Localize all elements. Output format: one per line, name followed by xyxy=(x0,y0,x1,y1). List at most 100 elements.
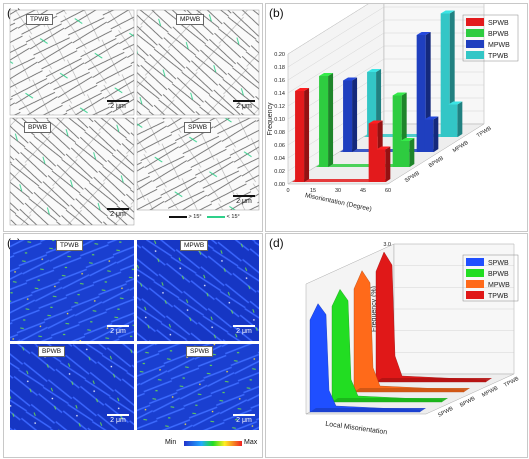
panel-c: (c) xyxy=(3,233,263,458)
bar-SPWB xyxy=(368,123,378,182)
colorbar-min: Min xyxy=(165,439,177,446)
y-gridline xyxy=(287,4,369,55)
bar-side-SPWB xyxy=(385,146,391,182)
bar-side-TPWB xyxy=(457,101,463,137)
y-tick-label: 0.12 xyxy=(274,104,285,110)
map-c-bl-label: BPWB xyxy=(38,346,66,357)
bar-side-SPWB xyxy=(304,88,310,182)
legend-label-SPWB: SPWB xyxy=(488,20,509,27)
panel-a-maps xyxy=(9,9,260,226)
map-c-bl-scale: 2 μm xyxy=(107,414,129,424)
y-gridline xyxy=(287,32,385,94)
map-a-tl-label: TPWB xyxy=(26,14,53,25)
map-a-bl-scale: 2 μm xyxy=(107,208,129,218)
bar-side-TPWB xyxy=(376,69,382,137)
boundary-legend: > 15° < 15° xyxy=(169,214,240,220)
y-tick-label: 0.08 xyxy=(274,130,285,136)
legend-label-TPWB: TPWB xyxy=(488,53,509,60)
x-tick-label: 15 xyxy=(310,188,316,194)
legend-swatch-MPWB xyxy=(466,280,484,288)
map-a-tr-label: MPWB xyxy=(176,14,205,25)
bar-BPWB xyxy=(319,76,329,167)
legend-label-BPWB: BPWB xyxy=(488,31,509,38)
map-c-tr-label: MPWB xyxy=(180,240,209,251)
y-tick-label: 0.10 xyxy=(274,117,285,123)
series-baseline-SPWB xyxy=(292,179,390,182)
bar-MPWB xyxy=(343,80,353,152)
map-c-br-label: SPWB xyxy=(186,346,214,357)
legend-swatch-BPWB xyxy=(466,29,484,37)
curve-base-BPWB xyxy=(332,398,448,402)
y-tick-label: 0.00 xyxy=(274,182,285,188)
bar-top-TPWB xyxy=(367,69,382,72)
x-tick-label: 45 xyxy=(360,188,366,194)
y-axis-label: Frequency xyxy=(267,102,274,136)
bar-top-BPWB xyxy=(319,73,334,76)
bar-top-SPWB xyxy=(368,120,383,124)
curve-base-TPWB xyxy=(376,378,492,382)
x-tick-label: 60 xyxy=(385,188,391,194)
map-a-br-scale: 2 μm xyxy=(233,195,255,205)
bar-top-MPWB xyxy=(343,77,358,81)
legend-box xyxy=(462,14,519,62)
legend-label-BPWB: BPWB xyxy=(488,271,509,278)
bar-top-BPWB xyxy=(400,138,415,141)
panel-b: (b) 0.00 0.02 0.04 0.06 0.08 0.10 0.12 0.14 0.16… xyxy=(265,3,528,232)
high-angle-swatch xyxy=(169,215,187,218)
curve-base-MPWB xyxy=(354,388,470,392)
bar-TPWB xyxy=(367,72,377,137)
map-c-tl-scale: 2 μm xyxy=(107,325,129,335)
y-gridline xyxy=(287,6,385,68)
legend-label-TPWB: TPWB xyxy=(488,293,509,300)
bar-top-TPWB xyxy=(440,10,455,14)
bar-top-SPWB xyxy=(376,146,391,150)
bar-BPWB xyxy=(400,141,410,167)
panel-a: (a) TPWB MPWB BPWB SPWB 2 μm 2 μm 2 μm 2… xyxy=(3,3,263,232)
y-tick-label: 0.02 xyxy=(274,169,285,175)
x-axis-label: Misorientation (Degree) xyxy=(304,192,372,213)
legend-label-SPWB: SPWB xyxy=(488,260,509,267)
chart-b: 0.00 0.02 0.04 0.06 0.08 0.10 0.12 0.14 0.16 0.18… xyxy=(267,4,519,213)
y-tick-label: 0.18 xyxy=(274,65,285,71)
bar-TPWB xyxy=(440,13,450,137)
bar-TPWB xyxy=(448,104,458,137)
y-axis-label: Frequency (%) xyxy=(371,286,378,332)
bar-top-SPWB xyxy=(295,88,310,91)
low-angle-swatch xyxy=(207,215,226,218)
bar-top-BPWB xyxy=(392,92,407,96)
y-tick-label: 0.16 xyxy=(274,78,285,84)
legend-swatch-TPWB xyxy=(466,291,484,299)
y-tick-label: 0.20 xyxy=(274,52,285,58)
y-tick-label: 3.0 xyxy=(383,242,391,248)
legend-swatch-SPWB xyxy=(466,18,484,26)
colorbar-max: Max xyxy=(244,439,258,446)
legend-swatch-BPWB xyxy=(466,269,484,277)
legend-label-MPWB: MPWB xyxy=(488,42,510,49)
bar-SPWB xyxy=(295,91,305,182)
curve-base-SPWB xyxy=(310,408,426,412)
bar-top-TPWB xyxy=(448,101,463,105)
x-axis-label: Local Misorientation xyxy=(325,421,388,437)
map-c-tr-scale: 2 μm xyxy=(233,325,255,335)
bar-MPWB xyxy=(424,119,434,152)
bar-side-BPWB xyxy=(328,73,334,167)
map-a-tr-scale: 2 μm xyxy=(233,100,255,110)
bar-BPWB xyxy=(392,95,402,167)
y-tick-label: 0.06 xyxy=(274,143,285,149)
map-c-br-scale: 2 μm xyxy=(233,414,255,424)
legend-swatch-MPWB xyxy=(466,40,484,48)
map-a-tl-scale: 2 μm xyxy=(107,100,129,110)
bar-SPWB xyxy=(376,149,386,182)
y-tick-label: 0.14 xyxy=(274,91,285,97)
bar-MPWB xyxy=(416,35,426,152)
map-a-br-label: SPWB xyxy=(184,122,212,133)
panel-c-maps xyxy=(10,240,259,446)
legend-swatch-TPWB xyxy=(466,51,484,59)
y-gridline xyxy=(287,19,385,81)
x-tick-label: 0 xyxy=(286,188,289,194)
y-tick-label: 0.04 xyxy=(274,156,285,162)
legend-box xyxy=(462,254,519,302)
bar-side-MPWB xyxy=(433,116,439,152)
bar-top-MPWB xyxy=(416,32,431,35)
